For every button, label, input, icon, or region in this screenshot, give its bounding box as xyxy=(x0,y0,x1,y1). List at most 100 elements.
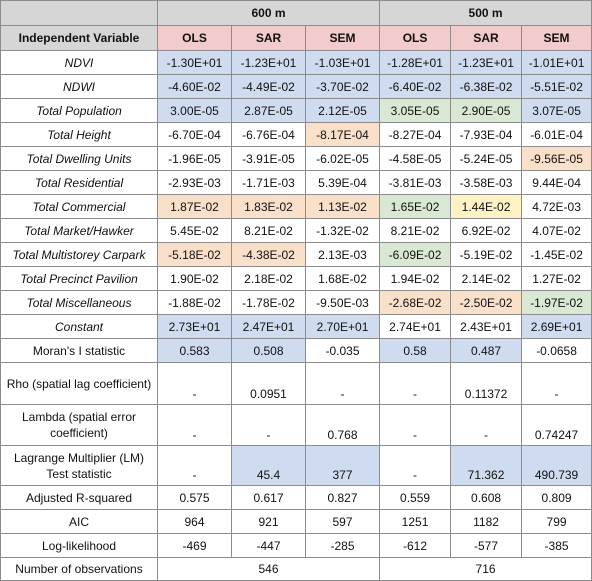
variable-label: Total Precinct Pavilion xyxy=(0,266,158,291)
coefficient-cell: -1.23E+01 xyxy=(231,50,306,75)
coefficient-cell: -4.58E-05 xyxy=(379,146,452,171)
model-header-row: Independent Variable OLS SAR SEM OLS SAR SEM xyxy=(0,25,592,51)
statistic-value: - xyxy=(157,404,232,446)
statistic-value: 0.575 xyxy=(157,485,232,510)
variable-row: Total Market/Hawker 5.45E-02 8.21E-02 -1.32… xyxy=(0,218,592,243)
corner-cell xyxy=(0,0,158,26)
statistic-value: - xyxy=(379,445,452,486)
model-header: SAR xyxy=(450,25,523,51)
coefficient-cell: -3.81E-03 xyxy=(379,170,452,195)
coefficient-cell: -1.23E+01 xyxy=(450,50,523,75)
coefficient-cell: 8.21E-02 xyxy=(379,218,452,243)
coefficient-cell: 2.43E+01 xyxy=(450,314,523,339)
coefficient-cell: 9.44E-04 xyxy=(521,170,592,195)
coefficient-cell: 2.13E-03 xyxy=(304,242,381,267)
coefficient-cell: -2.93E-03 xyxy=(157,170,232,195)
statistic-value: 1251 xyxy=(379,509,452,534)
observations-value: 716 xyxy=(379,557,592,581)
statistic-value: 0.559 xyxy=(379,485,452,510)
statistic-value: -385 xyxy=(521,533,592,558)
coefficient-cell: -5.18E-02 xyxy=(157,242,232,267)
coefficient-cell: -1.96E-05 xyxy=(157,146,232,171)
coefficient-cell: 1.13E-02 xyxy=(304,194,381,219)
coefficient-cell: 2.69E+01 xyxy=(521,314,592,339)
statistic-value: -612 xyxy=(379,533,452,558)
statistic-value: 0.827 xyxy=(304,485,381,510)
coefficient-cell: 2.47E+01 xyxy=(231,314,306,339)
coefficient-cell: 5.39E-04 xyxy=(304,170,381,195)
statistic-value: -0.0658 xyxy=(521,338,592,363)
coefficient-cell: -1.88E-02 xyxy=(157,290,232,315)
statistic-value: -0.035 xyxy=(304,338,381,363)
statistic-value: 0.0951 xyxy=(231,362,306,405)
coefficient-cell: -1.71E-03 xyxy=(231,170,306,195)
statistic-value: 71.362 xyxy=(450,445,523,486)
coefficient-cell: 1.44E-02 xyxy=(450,194,523,219)
coefficient-cell: -5.24E-05 xyxy=(450,146,523,171)
statistic-value: - xyxy=(157,362,232,405)
coefficient-cell: 1.90E-02 xyxy=(157,266,232,291)
coefficient-cell: 3.05E-05 xyxy=(379,98,452,123)
coefficient-cell: 6.92E-02 xyxy=(450,218,523,243)
coefficient-cell: -1.97E-02 xyxy=(521,290,592,315)
variable-label: Total Miscellaneous xyxy=(0,290,158,315)
variable-row: Total Dwelling Units -1.96E-05 -3.91E-05 -6… xyxy=(0,146,592,171)
statistic-value: - xyxy=(157,445,232,486)
coefficient-cell: 2.14E-02 xyxy=(450,266,523,291)
statistic-value: -469 xyxy=(157,533,232,558)
coefficient-cell: 2.90E-05 xyxy=(450,98,523,123)
coefficient-cell: -5.51E-02 xyxy=(521,74,592,99)
variable-label: Total Commercial xyxy=(0,194,158,219)
coefficient-cell: 1.27E-02 xyxy=(521,266,592,291)
coefficient-cell: 2.87E-05 xyxy=(231,98,306,123)
coefficient-cell: -2.68E-02 xyxy=(379,290,452,315)
coefficient-cell: 4.07E-02 xyxy=(521,218,592,243)
coefficient-cell: -4.49E-02 xyxy=(231,74,306,99)
variable-row: Total Population 3.00E-05 2.87E-05 2.12E-05… xyxy=(0,98,592,123)
statistic-value: -285 xyxy=(304,533,381,558)
coefficient-cell: -1.32E-02 xyxy=(304,218,381,243)
variable-label: Total Population xyxy=(0,98,158,123)
statistic-label: Adjusted R-squared xyxy=(0,485,158,510)
statistic-row: AIC 964 921 597 1251 1182 799 xyxy=(0,509,592,534)
statistic-value: 799 xyxy=(521,509,592,534)
statistic-value: - xyxy=(379,362,452,405)
coefficient-cell: -1.45E-02 xyxy=(521,242,592,267)
observations-row: Number of observations 546 716 xyxy=(0,557,592,581)
coefficient-cell: -6.38E-02 xyxy=(450,74,523,99)
variable-row: Total Residential -2.93E-03 -1.71E-03 5.39E… xyxy=(0,170,592,195)
variable-label: Total Height xyxy=(0,122,158,147)
distance-group-header: 500 m xyxy=(379,0,592,26)
statistic-row: Log-likelihood -469 -447 -285 -612 -577 -385 xyxy=(0,533,592,558)
statistic-value: 0.74247 xyxy=(521,404,592,446)
coefficient-cell: 2.74E+01 xyxy=(379,314,452,339)
coefficient-cell: -8.17E-04 xyxy=(304,122,381,147)
coefficient-cell: -5.19E-02 xyxy=(450,242,523,267)
coefficient-cell: -1.78E-02 xyxy=(231,290,306,315)
statistic-value: 921 xyxy=(231,509,306,534)
coefficient-cell: -1.30E+01 xyxy=(157,50,232,75)
model-header: SAR xyxy=(231,25,306,51)
coefficient-cell: 5.45E-02 xyxy=(157,218,232,243)
statistic-value: 0.487 xyxy=(450,338,523,363)
coefficient-cell: -1.28E+01 xyxy=(379,50,452,75)
coefficient-cell: -7.93E-04 xyxy=(450,122,523,147)
statistic-value: - xyxy=(379,404,452,446)
statistic-value: 45.4 xyxy=(231,445,306,486)
model-header: OLS xyxy=(157,25,232,51)
statistic-label: AIC xyxy=(0,509,158,534)
statistic-value: - xyxy=(450,404,523,446)
coefficient-cell: -6.02E-05 xyxy=(304,146,381,171)
statistic-value: 0.768 xyxy=(304,404,381,446)
statistic-label: Rho (spatial lag coefficient) xyxy=(0,362,158,405)
variable-row: Constant 2.73E+01 2.47E+01 2.70E+01 2.74E+01… xyxy=(0,314,592,339)
variable-label: NDWI xyxy=(0,74,158,99)
variable-label: Total Residential xyxy=(0,170,158,195)
statistic-label: Moran's I statistic xyxy=(0,338,158,363)
coefficient-cell: -6.40E-02 xyxy=(379,74,452,99)
coefficient-cell: 1.87E-02 xyxy=(157,194,232,219)
coefficient-cell: -3.91E-05 xyxy=(231,146,306,171)
coefficient-cell: -2.50E-02 xyxy=(450,290,523,315)
variable-label: Total Multistorey Carpark xyxy=(0,242,158,267)
